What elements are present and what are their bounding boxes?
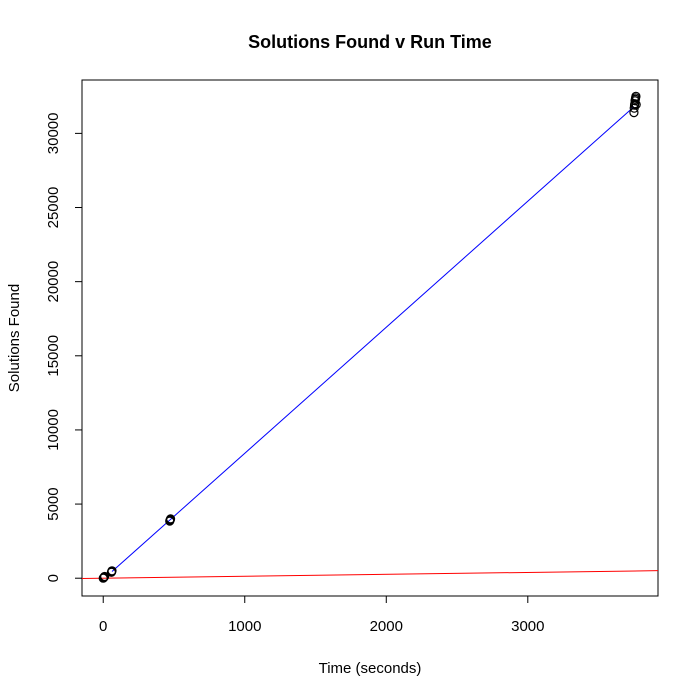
y-axis: 0 5000 10000 15000 20000 25000 30000 — [45, 113, 83, 582]
plot-frame — [81, 79, 659, 597]
fit-line — [111, 106, 635, 572]
y-axis-label: Solutions Found — [6, 284, 23, 392]
y-tick-label: 15000 — [45, 335, 62, 377]
data-point — [165, 514, 176, 524]
x-tick-label: 3000 — [511, 618, 544, 635]
y-tick-label: 0 — [45, 574, 62, 582]
x-axis-label: Time (seconds) — [319, 660, 422, 677]
data-point — [100, 571, 110, 582]
x-axis: 0 1000 2000 3000 — [99, 595, 544, 635]
y-tick-label: 20000 — [45, 261, 62, 303]
chart-title: Solutions Found v Run Time — [248, 32, 492, 52]
data-points — [98, 91, 641, 583]
x-tick-label: 0 — [99, 618, 107, 635]
x-tick-label: 2000 — [370, 618, 403, 635]
x-tick-label: 1000 — [228, 618, 261, 635]
fit-lines — [81, 106, 659, 580]
y-tick-label: 30000 — [45, 113, 62, 155]
data-point — [631, 99, 641, 110]
data-point — [107, 566, 117, 576]
y-tick-label: 10000 — [45, 409, 62, 451]
y-tick-label: 25000 — [45, 187, 62, 229]
y-tick-label: 5000 — [45, 487, 62, 520]
fit-line — [81, 570, 659, 580]
